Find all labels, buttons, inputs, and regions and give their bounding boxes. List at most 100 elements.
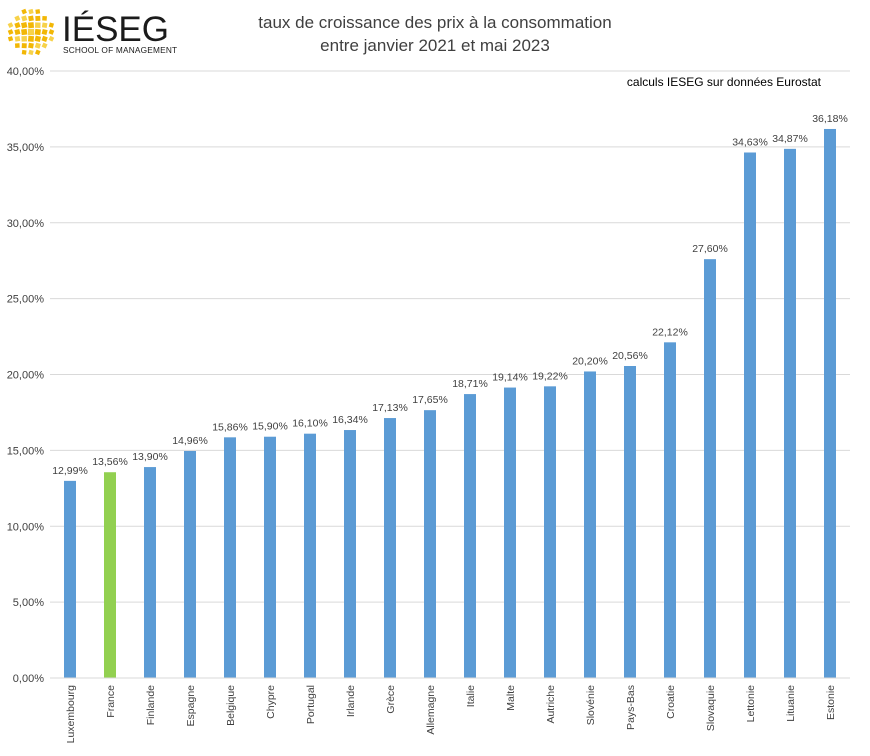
data-label: 14,96% bbox=[172, 435, 208, 447]
y-tick-label: 0,00% bbox=[13, 673, 44, 685]
y-tick-label: 30,00% bbox=[7, 218, 45, 230]
x-tick-label: Italie bbox=[465, 685, 477, 707]
x-tick-label: Irlande bbox=[345, 685, 357, 717]
data-label: 34,87% bbox=[772, 133, 808, 145]
bar bbox=[144, 467, 156, 678]
logo-emblem-square bbox=[27, 35, 35, 42]
logo-emblem-square bbox=[7, 22, 14, 29]
bar bbox=[64, 480, 76, 678]
logo-emblem-square bbox=[21, 8, 27, 15]
data-labels: 12,99% 13,56% 13,90% 14,96% 15,86% 15,90% 16,1… bbox=[52, 113, 848, 477]
x-tick-label: Espagne bbox=[185, 685, 197, 727]
data-label: 12,99% bbox=[52, 465, 88, 477]
bar bbox=[704, 259, 716, 678]
bar bbox=[464, 394, 476, 678]
logo-emblem-square bbox=[27, 28, 35, 36]
y-tick-label: 40,00% bbox=[7, 66, 45, 78]
data-label: 34,63% bbox=[732, 136, 768, 148]
y-tick-label: 15,00% bbox=[7, 445, 45, 457]
y-tick-label: 20,00% bbox=[7, 370, 45, 382]
data-label: 13,56% bbox=[92, 456, 128, 468]
data-label: 17,65% bbox=[412, 394, 448, 406]
logo-emblem-square bbox=[41, 42, 48, 49]
logo-emblem-square bbox=[41, 35, 48, 42]
logo-emblem-square bbox=[14, 43, 20, 48]
data-label: 22,12% bbox=[652, 326, 688, 338]
data-label: 15,86% bbox=[212, 421, 248, 433]
logo-emblem-square bbox=[41, 28, 48, 36]
logo-emblem-square bbox=[14, 36, 21, 42]
logo-emblem-square bbox=[35, 9, 41, 14]
x-tick-label: Estonie bbox=[825, 685, 837, 720]
data-label: 15,90% bbox=[252, 421, 288, 433]
data-label: 16,10% bbox=[292, 418, 328, 430]
logo-emblem-square bbox=[27, 22, 35, 29]
x-tick-label: Portugal bbox=[305, 685, 317, 724]
bar bbox=[824, 128, 836, 678]
logo-emblem-square bbox=[34, 42, 41, 49]
bar bbox=[744, 152, 756, 678]
x-tick-label: Allemagne bbox=[425, 685, 437, 735]
y-tick-label: 5,00% bbox=[13, 597, 44, 609]
logo-emblem-square bbox=[14, 15, 21, 22]
bar bbox=[264, 436, 276, 678]
bar bbox=[344, 430, 356, 678]
bar bbox=[624, 366, 636, 678]
logo-emblem-square bbox=[48, 22, 55, 28]
logo-emblem-square bbox=[28, 15, 34, 22]
logo-emblem-square bbox=[21, 49, 27, 55]
logo-emblem-square bbox=[35, 15, 41, 22]
logo-emblem-square bbox=[48, 29, 55, 35]
logo-emblem-square bbox=[42, 15, 47, 21]
x-tick-label: Slovénie bbox=[585, 685, 597, 725]
y-tick-label: 25,00% bbox=[7, 294, 45, 306]
data-label: 19,14% bbox=[492, 372, 528, 384]
bar bbox=[664, 342, 676, 678]
logo-subtitle: SCHOOL OF MANAGEMENT bbox=[63, 45, 177, 55]
logo-emblem-square bbox=[28, 49, 34, 56]
logo-emblem-square bbox=[7, 36, 14, 42]
bar bbox=[104, 472, 116, 678]
y-axis-ticks: 0,00% 5,00% 10,00% 15,00% 20,00% 25,00% 30,00%… bbox=[7, 66, 45, 685]
logo-emblem-square bbox=[21, 43, 27, 49]
logo-emblem-square bbox=[21, 15, 28, 22]
x-tick-label: Belgique bbox=[225, 685, 237, 726]
gridlines bbox=[50, 70, 850, 603]
logo-emblem-square bbox=[21, 36, 27, 42]
bar bbox=[184, 450, 196, 678]
x-axis-ticks: Luxembourg France Finlande Espagne Belgique C… bbox=[65, 685, 837, 744]
bar bbox=[584, 371, 596, 678]
bar bbox=[504, 387, 516, 678]
x-tick-label: France bbox=[105, 685, 117, 718]
x-tick-label: Chypre bbox=[265, 685, 277, 719]
bar bbox=[304, 433, 316, 678]
logo-emblem-square bbox=[28, 8, 34, 15]
source-annotation: calculs IESEG sur données Eurostat bbox=[627, 75, 822, 89]
x-tick-label: Autriche bbox=[545, 685, 557, 724]
x-tick-label: Grèce bbox=[385, 685, 397, 714]
data-label: 13,90% bbox=[132, 451, 168, 463]
data-label: 19,22% bbox=[532, 370, 568, 382]
bar bbox=[784, 148, 796, 678]
x-tick-label: Malte bbox=[505, 685, 517, 711]
data-label: 18,71% bbox=[452, 378, 488, 390]
x-tick-label: Luxembourg bbox=[65, 685, 77, 744]
bar bbox=[544, 386, 556, 678]
y-tick-label: 35,00% bbox=[7, 142, 45, 154]
ieseg-emblem-icon bbox=[7, 8, 55, 56]
logo-emblem-square bbox=[41, 22, 48, 29]
chart-title-line-2: entre janvier 2021 et mai 2023 bbox=[320, 36, 550, 55]
logo-emblem-square bbox=[7, 29, 14, 35]
logo-emblem-square bbox=[34, 49, 41, 56]
data-label: 17,13% bbox=[372, 402, 408, 414]
data-label: 16,34% bbox=[332, 414, 368, 426]
x-tick-label: Lituanie bbox=[785, 685, 797, 722]
logo-emblem-square bbox=[14, 28, 21, 36]
x-tick-label: Slovaquie bbox=[705, 685, 717, 731]
logo-emblem-square bbox=[20, 21, 28, 29]
bars bbox=[64, 128, 836, 678]
bar bbox=[384, 418, 396, 678]
bar bbox=[424, 410, 436, 678]
logo-emblem-square bbox=[34, 35, 42, 43]
